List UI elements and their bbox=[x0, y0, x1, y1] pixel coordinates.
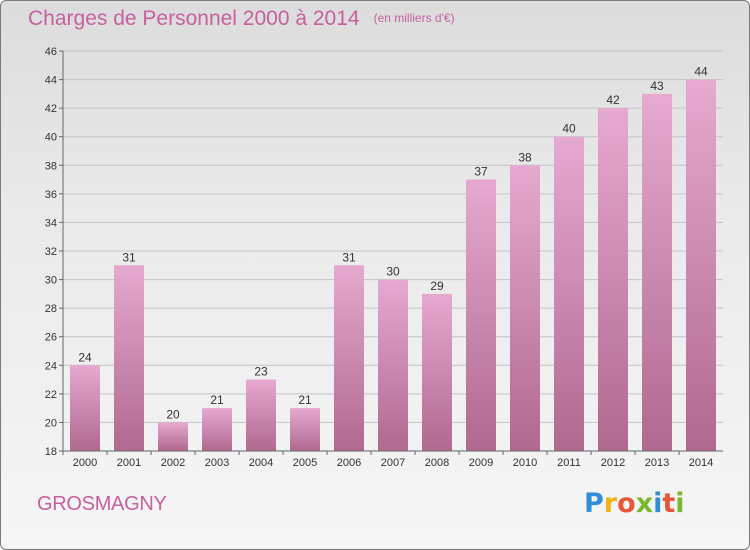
logo-letter: i bbox=[653, 488, 663, 519]
bars: 24 31 20 21 23 21 31 30 29 37 38 40 42 43 44 bbox=[70, 65, 716, 452]
chart-title-text: Charges de Personnel 2000 à 2014 bbox=[28, 7, 360, 30]
bar-value-label: 42 bbox=[606, 93, 620, 107]
y-tick-label: 30 bbox=[45, 275, 57, 287]
bar-value-label: 31 bbox=[342, 250, 356, 264]
bar-value-label: 29 bbox=[430, 279, 444, 293]
y-tick-label: 40 bbox=[45, 132, 57, 144]
logo-letter: t bbox=[662, 488, 676, 519]
y-tick-label: 20 bbox=[45, 417, 57, 429]
y-tick-label: 36 bbox=[45, 189, 57, 201]
logo-letter: i bbox=[675, 488, 685, 519]
bar-value-label: 24 bbox=[78, 350, 92, 364]
bar bbox=[290, 408, 320, 451]
bar bbox=[642, 93, 672, 451]
bar-value-label: 21 bbox=[210, 393, 224, 407]
bar-value-label: 43 bbox=[650, 79, 664, 93]
y-tick-label: 18 bbox=[45, 446, 57, 458]
x-tick-label: 2011 bbox=[557, 457, 581, 469]
y-tick-label: 34 bbox=[45, 217, 57, 229]
x-tick-label: 2003 bbox=[205, 457, 229, 469]
x-tick-label: 2009 bbox=[469, 457, 493, 469]
logo-letter: P bbox=[584, 488, 604, 519]
chart-title: Charges de Personnel 2000 à 2014 (en mill… bbox=[28, 7, 455, 31]
y-tick-label: 32 bbox=[45, 246, 57, 258]
y-tick-label: 28 bbox=[45, 303, 57, 315]
x-tick-label: 2010 bbox=[513, 457, 537, 469]
logo-letter: r bbox=[603, 488, 618, 519]
x-tick-label: 2007 bbox=[381, 457, 405, 469]
bar-value-label: 37 bbox=[474, 165, 488, 179]
commune-name: GROSMAGNY bbox=[37, 493, 167, 515]
bar-value-label: 21 bbox=[298, 393, 312, 407]
bar bbox=[598, 108, 628, 452]
bar bbox=[334, 265, 364, 451]
bar-value-label: 30 bbox=[386, 265, 400, 279]
y-tick-label: 44 bbox=[45, 75, 57, 87]
logo-letter: o bbox=[617, 488, 636, 519]
axes: 18 20 22 24 26 28 30 32 34 36 38 40 42 44 46 2000 2001 20… bbox=[45, 46, 723, 469]
y-tick-label: 38 bbox=[45, 160, 57, 172]
bar bbox=[686, 79, 716, 452]
bar-value-label: 31 bbox=[122, 250, 136, 264]
bar bbox=[378, 279, 408, 451]
x-tick-label: 2013 bbox=[645, 457, 669, 469]
x-tick-label: 2005 bbox=[293, 457, 317, 469]
y-tick-label: 22 bbox=[45, 389, 57, 401]
bar-value-label: 20 bbox=[166, 407, 180, 421]
bar bbox=[554, 136, 584, 451]
unit-label: (en milliers d'€) bbox=[373, 11, 455, 25]
x-tick-label: 2012 bbox=[601, 457, 625, 469]
bar bbox=[422, 293, 452, 451]
bar bbox=[246, 379, 276, 451]
x-tick-label: 2001 bbox=[117, 457, 141, 469]
proxiti-logo: Proxiti bbox=[584, 488, 685, 519]
x-tick-label: 2006 bbox=[337, 457, 361, 469]
y-tick-label: 42 bbox=[45, 103, 57, 115]
bar-value-label: 40 bbox=[562, 122, 576, 136]
bar bbox=[202, 408, 232, 451]
bar bbox=[158, 422, 188, 451]
x-tick-label: 2004 bbox=[249, 457, 273, 469]
logo-letter: x bbox=[635, 488, 654, 519]
bar bbox=[114, 265, 144, 451]
bar bbox=[466, 179, 496, 452]
y-tick-label: 26 bbox=[45, 332, 57, 344]
y-tick-label: 24 bbox=[45, 360, 57, 372]
bar bbox=[70, 365, 100, 451]
x-tick-label: 2000 bbox=[73, 457, 97, 469]
bar bbox=[510, 165, 540, 452]
bar-value-label: 44 bbox=[694, 65, 708, 79]
x-tick-label: 2008 bbox=[425, 457, 449, 469]
x-tick-label: 2014 bbox=[689, 457, 713, 469]
x-tick-label: 2002 bbox=[161, 457, 185, 469]
bar-value-label: 23 bbox=[254, 365, 268, 379]
y-tick-label: 46 bbox=[45, 46, 57, 58]
bar-value-label: 38 bbox=[518, 150, 532, 164]
